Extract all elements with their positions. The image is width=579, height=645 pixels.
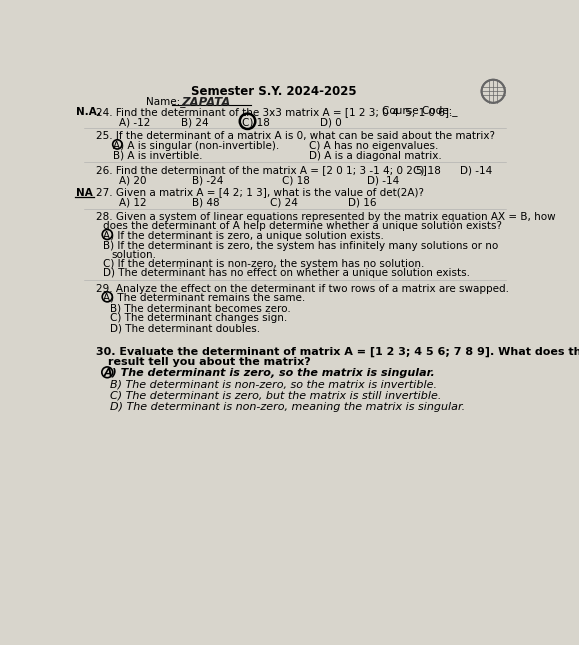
Text: B) If the determinant is zero, the system has infinitely many solutions or no: B) If the determinant is zero, the syste…: [104, 241, 499, 251]
Text: 24. Find the determinant of the 3x3 matrix A = [1 2 3; 0 4  5; 1 0 6].: 24. Find the determinant of the 3x3 matr…: [96, 106, 452, 117]
Text: D) A is a diagonal matrix.: D) A is a diagonal matrix.: [309, 150, 442, 161]
Text: D) -14: D) -14: [460, 165, 492, 175]
Text: C) 24: C) 24: [270, 197, 298, 208]
Text: C) The determinant is zero, but the matrix is still invertible.: C) The determinant is zero, but the matr…: [109, 391, 441, 401]
Text: D) 16: D) 16: [347, 197, 376, 208]
Text: C) 18: C) 18: [281, 175, 310, 185]
Text: D) -14: D) -14: [367, 175, 399, 185]
Text: does the determinant of A help determine whether a unique solution exists?: does the determinant of A help determine…: [104, 221, 503, 232]
Text: 29. Analyze the effect on the determinant if two rows of a matrix are swapped.: 29. Analyze the effect on the determinan…: [96, 284, 508, 293]
Text: 30. Evaluate the determinant of matrix A = [1 2 3; 4 5 6; 7 8 9]. What does the: 30. Evaluate the determinant of matrix A…: [96, 347, 579, 357]
Text: B) A is invertible.: B) A is invertible.: [113, 150, 203, 161]
Text: result tell you about the matrix?: result tell you about the matrix?: [108, 357, 311, 367]
Text: C) The determinant changes sign.: C) The determinant changes sign.: [109, 313, 287, 323]
Text: ZAPATA: ZAPATA: [181, 96, 230, 109]
Text: 27. Given a matrix A = [4 2; 1 3], what is the value of det(2A)?: 27. Given a matrix A = [4 2; 1 3], what …: [96, 188, 424, 197]
Text: B) 48: B) 48: [192, 197, 220, 208]
Text: B) The determinant becomes zero.: B) The determinant becomes zero.: [109, 303, 290, 313]
Text: A) 12: A) 12: [119, 197, 146, 208]
Text: Name:_: Name:_: [146, 96, 185, 107]
Text: B) -24: B) -24: [192, 175, 224, 185]
Text: C) 18: C) 18: [242, 117, 270, 128]
Text: D) The determinant has no effect on whether a unique solution exists.: D) The determinant has no effect on whet…: [104, 268, 470, 279]
Text: D) The determinant is non-zero, meaning the matrix is singular.: D) The determinant is non-zero, meaning …: [109, 402, 465, 412]
Text: D) 0: D) 0: [320, 117, 342, 128]
Text: A) 20: A) 20: [119, 175, 146, 185]
Text: A) The determinant remains the same.: A) The determinant remains the same.: [104, 293, 306, 303]
Text: A) The determinant is zero, so the matrix is singular.: A) The determinant is zero, so the matri…: [104, 368, 435, 378]
Text: Semester S.Y. 2024-2025: Semester S.Y. 2024-2025: [191, 85, 357, 98]
Text: A) If the determinant is zero, a unique solution exists.: A) If the determinant is zero, a unique …: [104, 231, 384, 241]
Text: C) A has no eigenvalues.: C) A has no eigenvalues.: [309, 141, 438, 150]
Text: Course Code:_: Course Code:_: [382, 105, 458, 116]
Text: NA: NA: [76, 188, 93, 197]
Text: 28. Given a system of linear equations represented by the matrix equation AX = B: 28. Given a system of linear equations r…: [96, 212, 555, 222]
Text: B) 24: B) 24: [181, 117, 208, 128]
Text: 25. If the determinant of a matrix A is 0, what can be said about the matrix?: 25. If the determinant of a matrix A is …: [96, 132, 494, 141]
Text: 26. Find the determinant of the matrix A = [2 0 1; 3 -1 4; 0 2 5].: 26. Find the determinant of the matrix A…: [96, 165, 430, 175]
Text: C) 18: C) 18: [413, 165, 441, 175]
Text: C) If the determinant is non-zero, the system has no solution.: C) If the determinant is non-zero, the s…: [104, 259, 425, 269]
Text: B) The determinant is non-zero, so the matrix is invertible.: B) The determinant is non-zero, so the m…: [109, 379, 437, 389]
Text: N.A.: N.A.: [76, 106, 101, 117]
Text: A) -12: A) -12: [119, 117, 150, 128]
Text: solution.: solution.: [111, 250, 156, 260]
Text: A) A is singular (non-invertible).: A) A is singular (non-invertible).: [113, 141, 280, 150]
Text: D) The determinant doubles.: D) The determinant doubles.: [109, 323, 260, 333]
